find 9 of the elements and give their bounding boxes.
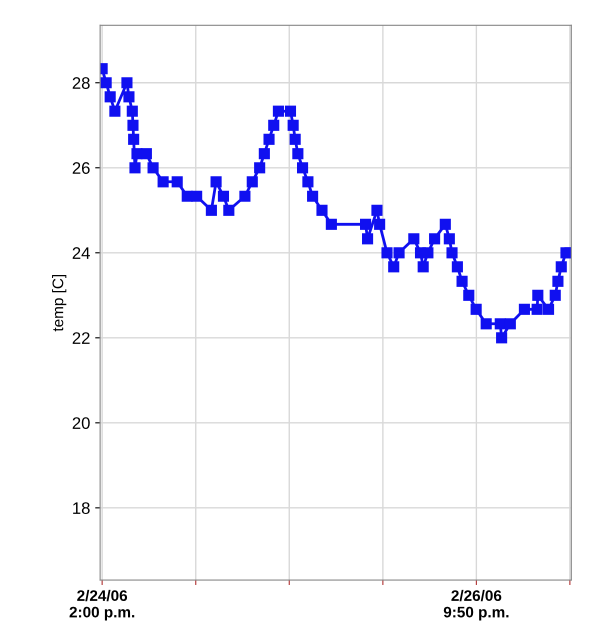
y-tick-label: 26 [72, 162, 90, 174]
x-tick-label: 2/24/06 2:00 p.m. [70, 590, 134, 621]
y-axis-title: temp [C] [52, 274, 66, 332]
y-tick-label: 20 [72, 417, 90, 430]
x-tick-label: 2/26/06 9:50 p.m. [444, 590, 508, 621]
y-tick-label: 24 [72, 247, 90, 259]
y-tick-label: 22 [72, 332, 90, 344]
y-tick-label: 28 [72, 77, 90, 89]
y-tick-label: 18 [73, 502, 90, 514]
